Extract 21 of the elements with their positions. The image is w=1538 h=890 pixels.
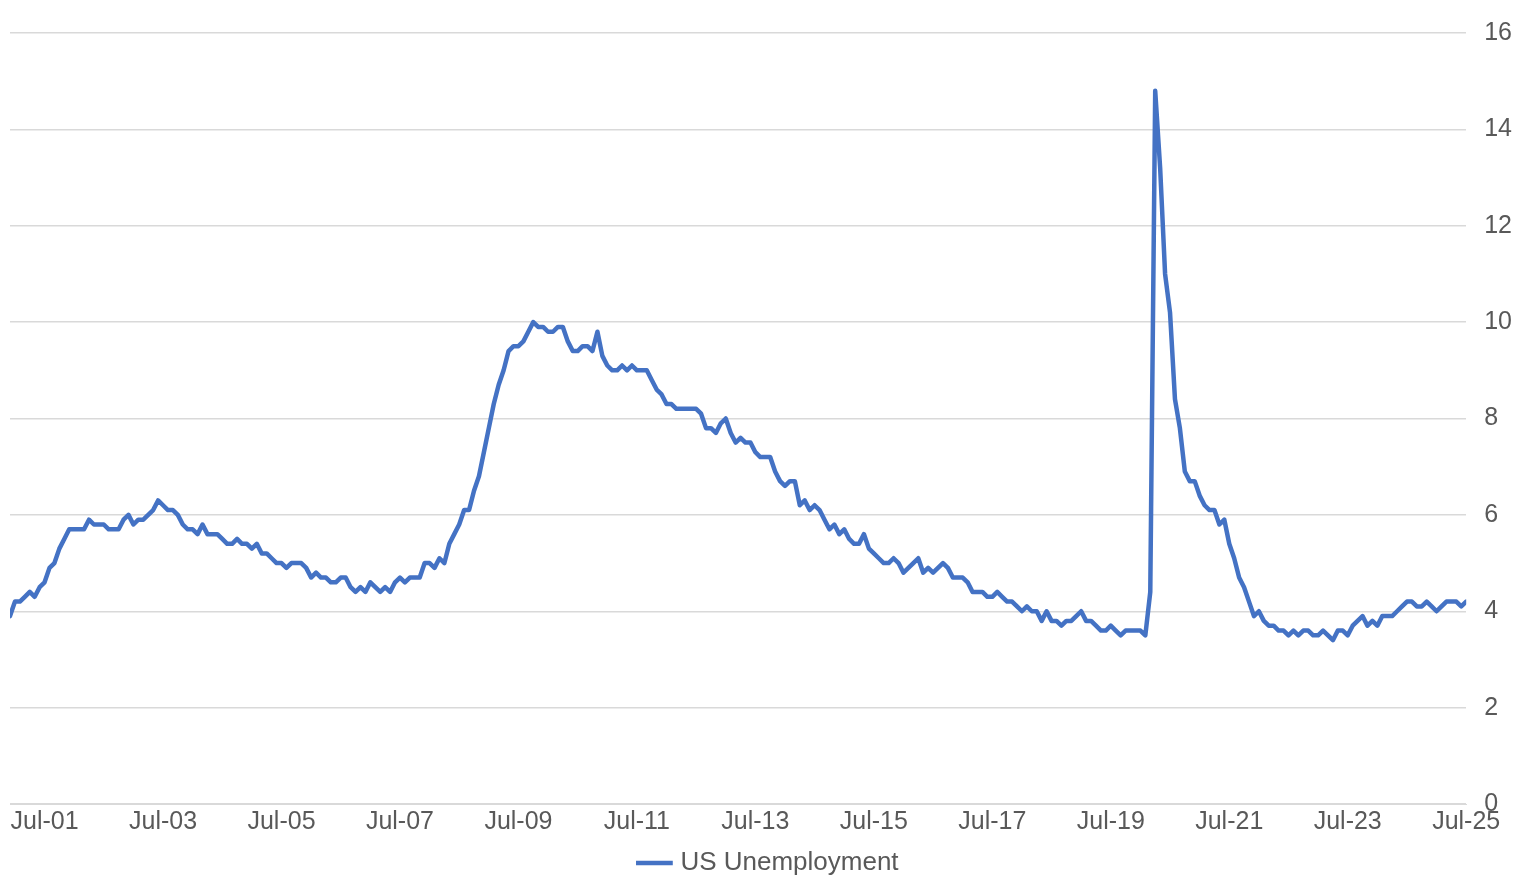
x-tick-label: Jul-21 [1195, 805, 1264, 834]
y-tick-label: 8 [1484, 402, 1499, 431]
y-tick-label: 2 [1484, 691, 1499, 720]
x-tick-label: Jul-17 [958, 805, 1027, 834]
y-tick-label: 6 [1484, 498, 1499, 527]
x-tick-label: Jul-19 [1076, 805, 1145, 834]
x-tick-label: Jul-15 [839, 805, 908, 834]
y-tick-label: 16 [1484, 16, 1512, 45]
x-tick-label: Jul-03 [128, 805, 198, 834]
x-tick-label: Jul-05 [247, 805, 316, 834]
x-tick-label: Jul-07 [365, 805, 435, 834]
y-tick-label: 10 [1484, 306, 1512, 335]
y-tick-label: 4 [1484, 595, 1499, 624]
y-tick-label: 14 [1484, 113, 1513, 142]
x-tick-label: Jul-01 [10, 805, 79, 834]
x-tick-label: Jul-23 [1313, 805, 1382, 834]
y-tick-label: 12 [1484, 209, 1512, 238]
legend-label: US Unemployment [680, 846, 900, 877]
x-tick-label: Jul-13 [721, 805, 790, 834]
x-tick-label: Jul-11 [603, 805, 671, 834]
x-tick-label: Jul-09 [484, 805, 553, 834]
